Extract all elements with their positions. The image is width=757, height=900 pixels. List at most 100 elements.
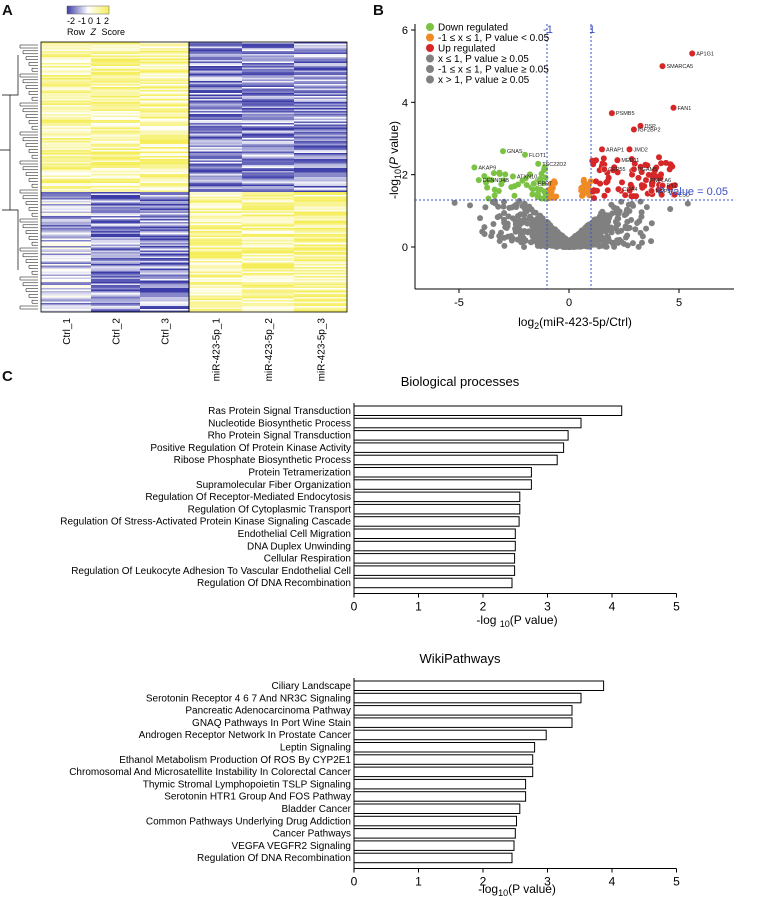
volcano-point xyxy=(563,240,570,247)
term-label: Cancer Pathways xyxy=(273,829,351,840)
heatmap-cell xyxy=(242,253,294,256)
heatmap-cell xyxy=(91,201,140,203)
heatmap-column-label: miR-423-5p_1 xyxy=(212,318,223,382)
heatmap-cell xyxy=(91,271,140,274)
volcano-point xyxy=(618,227,625,234)
heatmap-cell xyxy=(242,63,294,65)
heatmap-cell xyxy=(189,81,242,83)
heatmap-cell xyxy=(140,268,189,271)
heatmap-cell xyxy=(189,114,242,116)
heatmap-cell xyxy=(41,136,91,139)
heatmap-cell xyxy=(41,48,91,50)
heatmap-cell xyxy=(294,91,347,94)
volcano-point-up xyxy=(637,163,644,170)
heatmap-cell xyxy=(189,250,242,253)
bp-chart: 0 1 2 3 4 5 Ras Protein Signal TransductionNuc… xyxy=(60,403,680,614)
heatmap-cell xyxy=(242,156,294,158)
heatmap-cell xyxy=(242,106,294,109)
heatmap-cell xyxy=(41,127,91,130)
heatmap-cell xyxy=(294,190,347,193)
heatmap-cell xyxy=(140,229,189,232)
enrichment-bar xyxy=(353,803,521,814)
heatmap-cell xyxy=(294,307,347,310)
dendrogram-branch xyxy=(28,236,38,240)
heatmap-cell xyxy=(242,165,294,167)
volcano-point xyxy=(497,229,504,236)
heatmap-cell xyxy=(41,94,91,97)
heatmap-cell xyxy=(189,307,242,310)
heatmap-cell xyxy=(189,150,242,152)
heatmap-cell xyxy=(294,136,347,139)
heatmap-cell xyxy=(242,216,294,218)
heatmap-cell xyxy=(41,102,91,104)
heatmap-cell xyxy=(140,274,189,277)
heatmap-cell xyxy=(242,168,294,170)
heatmap-cell xyxy=(294,259,347,262)
volcano-point-up xyxy=(635,174,642,181)
volcano-point-down xyxy=(488,177,495,184)
heatmap-cell xyxy=(41,279,91,281)
heatmap-cell xyxy=(140,207,189,209)
term-label: DNA Duplex Unwinding xyxy=(247,541,351,552)
volcano-point xyxy=(511,203,518,210)
heatmap-cell xyxy=(41,186,91,188)
heatmap-cell xyxy=(140,271,189,274)
heatmap-cell xyxy=(140,174,189,176)
heatmap-cell xyxy=(294,277,347,280)
heatmap-cell xyxy=(294,145,347,148)
heatmap-cell xyxy=(91,193,140,196)
heatmap-cell xyxy=(242,306,294,308)
heatmap-cell xyxy=(294,123,347,125)
volcano-point xyxy=(593,216,600,223)
heatmap-cell xyxy=(242,163,294,166)
heatmap-cell xyxy=(242,292,294,295)
heatmap-cell xyxy=(189,261,242,263)
heatmap-cell xyxy=(189,54,242,56)
heatmap-cell xyxy=(242,219,294,221)
heatmap-cell xyxy=(91,66,140,68)
heatmap-cell xyxy=(242,291,294,293)
heatmap-cell xyxy=(242,295,294,298)
heatmap-cell xyxy=(140,70,189,73)
volcano-point xyxy=(518,239,525,246)
heatmap-cell xyxy=(140,306,189,308)
volcano-point-up xyxy=(671,182,678,189)
heatmap-cell xyxy=(294,292,347,295)
enrichment-bar xyxy=(353,778,527,790)
term-label: Regulation Of Stress-Activated Protein K… xyxy=(60,517,351,528)
heatmap-cell xyxy=(91,133,140,136)
heatmap-cell xyxy=(41,219,91,221)
heatmap-cell xyxy=(140,270,189,272)
volcano-point xyxy=(488,233,495,240)
volcano-point-orange xyxy=(548,186,555,193)
heatmap-cell xyxy=(41,175,91,178)
volcano-point-down xyxy=(526,171,533,178)
volcano-point xyxy=(501,234,508,241)
pvalue-threshold-label: P value = 0.05 xyxy=(658,186,728,198)
heatmap-cell xyxy=(91,102,140,104)
heatmap-cell xyxy=(140,139,189,142)
heatmap-cell xyxy=(140,238,189,241)
fold-change-threshold-label: 1 xyxy=(589,24,595,36)
heatmap-cell xyxy=(140,237,189,239)
volcano-point xyxy=(635,243,642,250)
heatmap-cell xyxy=(140,222,189,224)
heatmap-cell xyxy=(91,268,140,271)
heatmap-cell xyxy=(242,222,294,224)
heatmap-cell xyxy=(91,82,140,85)
heatmap-cell xyxy=(242,280,294,283)
volcano-labeled-point xyxy=(534,160,542,168)
volcano-point-down xyxy=(541,188,548,195)
zscore-tick: -1 xyxy=(78,16,86,26)
heatmap-cell xyxy=(294,70,347,73)
heatmap-cell xyxy=(294,294,347,296)
heatmap-cell xyxy=(140,148,189,151)
heatmap-cell xyxy=(294,231,347,233)
heatmap-cell xyxy=(242,309,294,311)
volcano-point xyxy=(610,239,617,246)
heatmap-cell xyxy=(41,265,91,268)
heatmap-cell xyxy=(91,289,140,292)
volcano-point-down xyxy=(483,179,490,186)
heatmap-cell xyxy=(294,282,347,284)
heatmap-cell xyxy=(91,259,140,262)
